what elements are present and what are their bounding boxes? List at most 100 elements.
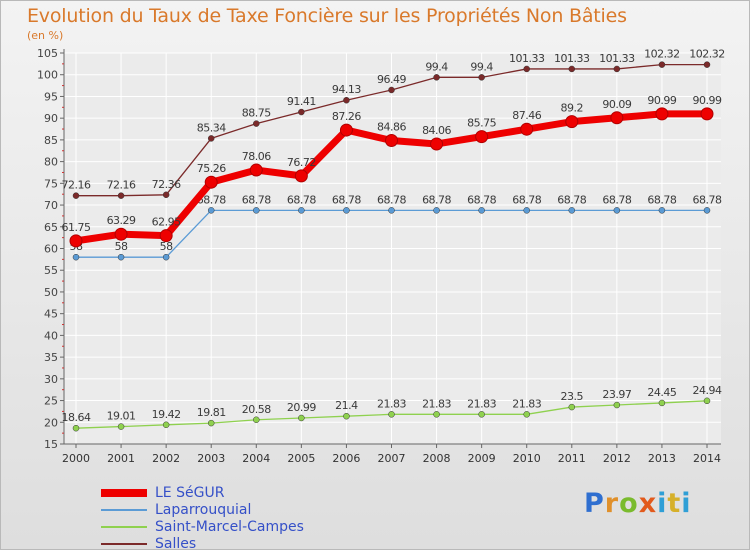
data-label-laparrouquial: 68.78 — [242, 193, 271, 206]
data-point-saint-marcel-campes — [253, 416, 260, 424]
legend-swatch-laparrouquial — [101, 509, 147, 511]
logo-letter: i — [681, 488, 692, 519]
unit-label: (en %) — [27, 29, 64, 42]
data-point-le-segur — [610, 111, 624, 125]
data-point-laparrouquial — [703, 207, 711, 214]
data-label-laparrouquial: 58 — [115, 240, 128, 253]
data-point-laparrouquial — [658, 207, 666, 214]
data-label-le-segur: 87.26 — [332, 110, 361, 123]
data-label-saint-marcel-campes: 21.83 — [467, 397, 496, 410]
legend: LE SéGUR Laparrouquial Saint-Marcel-Camp… — [101, 485, 304, 553]
data-point-laparrouquial — [568, 207, 576, 214]
data-label-le-segur: 84.86 — [377, 120, 406, 133]
data-label-salles: 96.49 — [377, 73, 406, 86]
data-label-salles: 94.13 — [332, 83, 361, 96]
data-point-laparrouquial — [433, 207, 440, 214]
data-label-saint-marcel-campes: 18.64 — [62, 411, 91, 424]
legend-label-laparrouquial: Laparrouquial — [155, 502, 252, 518]
data-point-laparrouquial — [478, 207, 485, 214]
data-point-le-segur — [385, 133, 398, 147]
data-label-laparrouquial: 68.78 — [693, 193, 722, 206]
data-label-le-segur: 89.2 — [561, 102, 584, 115]
data-point-saint-marcel-campes — [298, 414, 305, 422]
y-tick-label: 85 — [44, 134, 58, 147]
data-point-saint-marcel-campes — [433, 411, 440, 418]
data-point-salles — [478, 74, 485, 81]
y-tick-label: 95 — [44, 90, 58, 103]
x-tick-label: 2002 — [152, 452, 180, 465]
y-tick-label: 75 — [44, 177, 58, 190]
data-point-salles — [388, 86, 395, 94]
logo-letter: P — [584, 488, 605, 519]
x-tick-label: 2001 — [107, 452, 135, 465]
data-label-saint-marcel-campes: 24.94 — [693, 384, 722, 397]
logo-letter: r — [604, 488, 620, 519]
data-label-salles: 91.41 — [287, 95, 316, 108]
data-label-le-segur: 76.72 — [287, 156, 316, 169]
data-point-salles — [72, 192, 80, 199]
data-label-le-segur: 87.46 — [512, 109, 541, 122]
data-point-laparrouquial — [343, 207, 350, 214]
y-tick-label: 65 — [44, 221, 58, 234]
y-tick-label: 30 — [44, 373, 58, 386]
data-point-salles — [568, 65, 576, 73]
data-point-saint-marcel-campes — [703, 397, 711, 405]
data-point-laparrouquial — [253, 207, 260, 214]
data-label-salles: 72.16 — [62, 179, 91, 192]
data-point-salles — [253, 120, 260, 127]
x-tick-label: 2009 — [468, 452, 496, 465]
data-label-saint-marcel-campes: 23.97 — [602, 388, 631, 401]
data-label-laparrouquial: 68.78 — [287, 193, 316, 206]
data-point-saint-marcel-campes — [478, 411, 485, 418]
data-label-salles: 72.16 — [107, 179, 136, 192]
data-point-salles — [343, 96, 350, 104]
x-tick-label: 2012 — [603, 452, 631, 465]
data-point-le-segur — [159, 229, 173, 243]
data-label-laparrouquial: 68.78 — [557, 193, 586, 206]
data-point-salles — [298, 108, 305, 116]
data-label-laparrouquial: 68.78 — [332, 193, 361, 206]
data-label-le-segur: 90.99 — [647, 94, 676, 107]
y-tick-label: 50 — [44, 286, 58, 299]
x-tick-label: 2005 — [287, 452, 315, 465]
data-label-salles: 99.4 — [425, 60, 448, 73]
data-label-laparrouquial: 68.78 — [377, 193, 406, 206]
data-label-saint-marcel-campes: 19.01 — [107, 410, 136, 423]
y-tick-label: 15 — [44, 438, 58, 451]
data-point-laparrouquial — [388, 207, 395, 214]
data-label-laparrouquial: 68.78 — [647, 193, 676, 206]
data-label-laparrouquial: 68.78 — [197, 193, 226, 206]
data-label-le-segur: 84.06 — [422, 124, 451, 137]
data-label-le-segur: 75.26 — [197, 162, 226, 175]
data-point-laparrouquial — [613, 207, 621, 214]
y-tick-label: 70 — [44, 199, 58, 212]
x-tick-label: 2000 — [62, 452, 90, 465]
data-point-le-segur — [565, 115, 579, 129]
data-label-laparrouquial: 68.78 — [512, 193, 541, 206]
y-tick-label: 105 — [37, 47, 58, 60]
data-label-saint-marcel-campes: 21.83 — [422, 397, 451, 410]
legend-swatch-le-segur — [101, 489, 147, 497]
data-point-le-segur — [204, 175, 218, 189]
logo-letter: o — [619, 488, 639, 519]
data-label-le-segur: 78.06 — [242, 150, 271, 163]
data-label-salles: 101.33 — [554, 52, 590, 65]
data-label-saint-marcel-campes: 20.58 — [242, 403, 271, 416]
legend-swatch-salles — [101, 543, 147, 545]
x-tick-label: 2006 — [332, 452, 360, 465]
legend-item-saint-marcel-campes: Saint-Marcel-Campes — [101, 519, 304, 536]
data-label-saint-marcel-campes: 24.45 — [647, 386, 676, 399]
x-tick-label: 2007 — [378, 452, 406, 465]
legend-label-le-segur: LE SéGUR — [155, 485, 225, 501]
y-tick-label: 40 — [44, 329, 58, 342]
legend-label-saint-marcel-campes: Saint-Marcel-Campes — [155, 519, 304, 535]
data-point-salles — [207, 135, 215, 142]
x-tick-label: 2004 — [242, 452, 270, 465]
data-point-laparrouquial — [117, 253, 125, 261]
data-label-laparrouquial: 68.78 — [422, 193, 451, 206]
logo-letter: x — [638, 488, 658, 519]
y-tick-label: 45 — [44, 308, 58, 321]
x-tick-label: 2014 — [693, 452, 721, 465]
